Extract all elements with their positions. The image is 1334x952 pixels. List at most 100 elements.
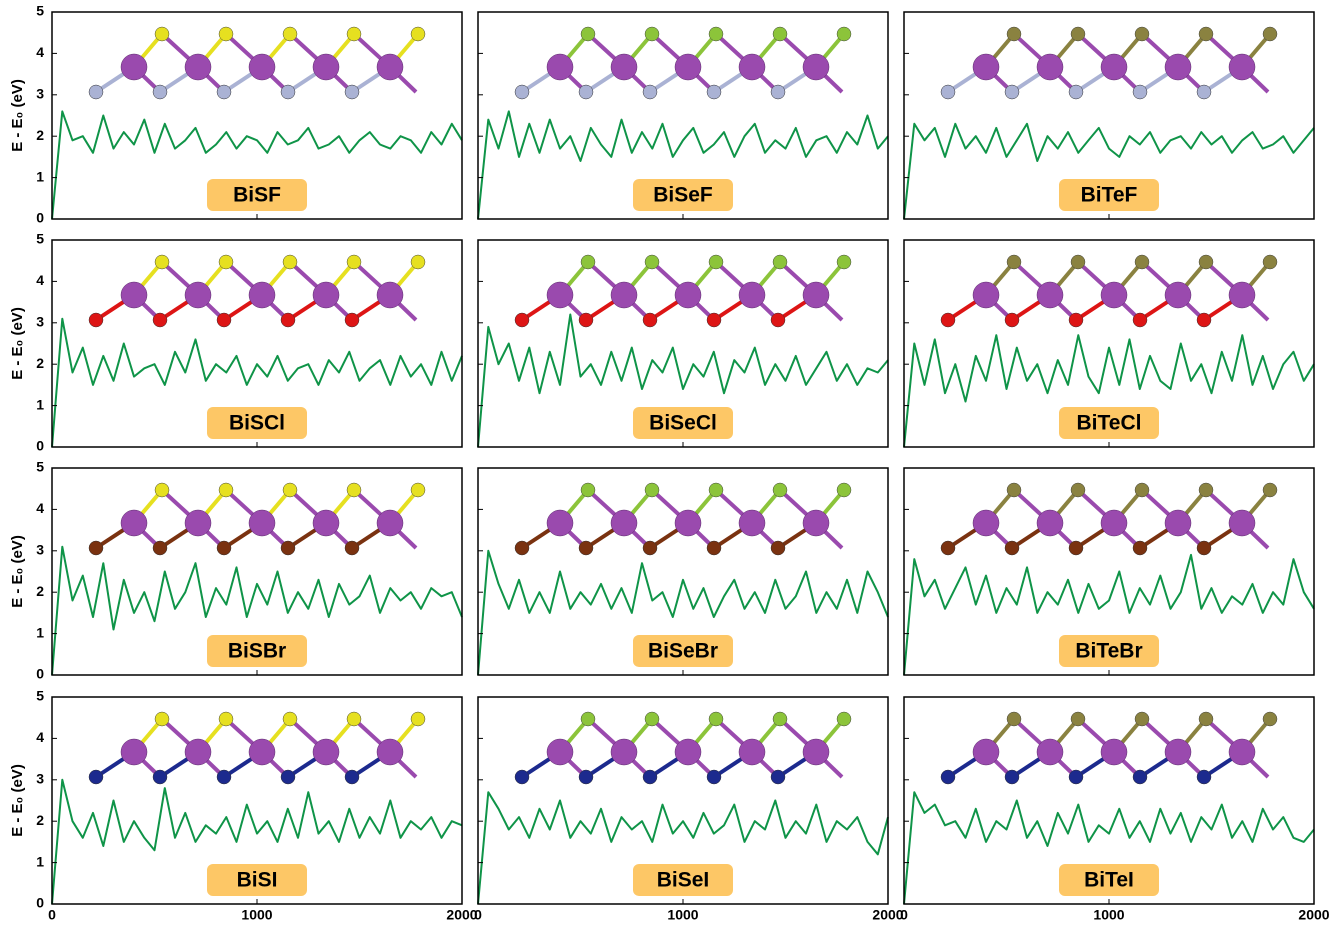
y-tick-label: 4 xyxy=(36,272,44,288)
atom xyxy=(281,541,295,555)
structure xyxy=(89,712,425,784)
atom xyxy=(283,255,297,269)
atom xyxy=(973,54,999,80)
atom xyxy=(739,282,765,308)
atom xyxy=(1071,712,1085,726)
compound-label: BiSeF xyxy=(653,184,713,207)
atom xyxy=(837,483,851,497)
atom xyxy=(643,541,657,555)
atom xyxy=(121,739,147,765)
atom xyxy=(1229,739,1255,765)
compound-label: BiTeF xyxy=(1081,184,1138,207)
atom xyxy=(411,255,425,269)
atom xyxy=(1135,483,1149,497)
atom xyxy=(217,85,231,99)
atom xyxy=(645,27,659,41)
atom xyxy=(1005,770,1019,784)
atom xyxy=(377,510,403,536)
atom xyxy=(155,255,169,269)
y-tick-label: 0 xyxy=(36,895,44,911)
atom xyxy=(313,282,339,308)
y-tick-label: 3 xyxy=(36,542,44,558)
atom xyxy=(155,712,169,726)
atom xyxy=(1165,54,1191,80)
x-tick-label: 2000 xyxy=(1298,907,1329,923)
atom xyxy=(1199,27,1213,41)
atom xyxy=(377,739,403,765)
atom xyxy=(773,712,787,726)
atom xyxy=(283,712,297,726)
atom xyxy=(1071,483,1085,497)
x-tick-label: 0 xyxy=(48,907,56,923)
atom xyxy=(675,739,701,765)
atom xyxy=(89,770,103,784)
atom xyxy=(347,712,361,726)
y-tick-label: 3 xyxy=(36,86,44,102)
atom xyxy=(153,313,167,327)
atom xyxy=(1199,255,1213,269)
atom xyxy=(313,739,339,765)
atom xyxy=(345,313,359,327)
atom xyxy=(1005,85,1019,99)
atom xyxy=(515,770,529,784)
atom xyxy=(611,739,637,765)
atom xyxy=(579,770,593,784)
atom xyxy=(803,510,829,536)
atom xyxy=(347,483,361,497)
atom xyxy=(219,712,233,726)
y-tick-label: 5 xyxy=(36,459,44,475)
atom xyxy=(153,770,167,784)
compound-label: BiSI xyxy=(237,869,278,892)
atom xyxy=(1263,483,1277,497)
atom xyxy=(643,85,657,99)
atom xyxy=(707,313,721,327)
atom xyxy=(1005,313,1019,327)
atom xyxy=(411,483,425,497)
atom xyxy=(709,27,723,41)
atom xyxy=(1101,510,1127,536)
atom xyxy=(611,54,637,80)
atom xyxy=(581,712,595,726)
atom xyxy=(217,541,231,555)
atom xyxy=(89,541,103,555)
atom xyxy=(1071,255,1085,269)
atom xyxy=(1037,282,1063,308)
compound-label: BiSeCl xyxy=(649,412,717,435)
atom xyxy=(739,739,765,765)
atom xyxy=(155,483,169,497)
y-axis-label: E - E₀ (eV) xyxy=(9,79,26,152)
atom xyxy=(547,739,573,765)
atom xyxy=(283,483,297,497)
atom xyxy=(581,483,595,497)
atom xyxy=(1069,85,1083,99)
structure xyxy=(89,27,425,99)
y-tick-label: 1 xyxy=(36,853,44,869)
y-tick-label: 2 xyxy=(36,812,44,828)
y-tick-label: 4 xyxy=(36,729,44,745)
atom xyxy=(1199,712,1213,726)
atom xyxy=(185,282,211,308)
atom xyxy=(153,85,167,99)
atom xyxy=(1197,541,1211,555)
atom xyxy=(1037,739,1063,765)
atom xyxy=(377,282,403,308)
atom xyxy=(547,510,573,536)
atom xyxy=(643,313,657,327)
atom xyxy=(707,85,721,99)
atom xyxy=(121,282,147,308)
atom xyxy=(739,510,765,536)
structure xyxy=(515,27,851,99)
y-tick-label: 2 xyxy=(36,583,44,599)
atom xyxy=(185,510,211,536)
atom xyxy=(1133,770,1147,784)
atom xyxy=(645,255,659,269)
y-tick-label: 0 xyxy=(36,666,44,682)
x-tick-label: 2000 xyxy=(446,907,477,923)
atom xyxy=(1229,510,1255,536)
atom xyxy=(547,54,573,80)
compound-label: BiTeBr xyxy=(1075,640,1142,663)
atom xyxy=(217,313,231,327)
atom xyxy=(347,27,361,41)
atom xyxy=(313,510,339,536)
atom xyxy=(347,255,361,269)
